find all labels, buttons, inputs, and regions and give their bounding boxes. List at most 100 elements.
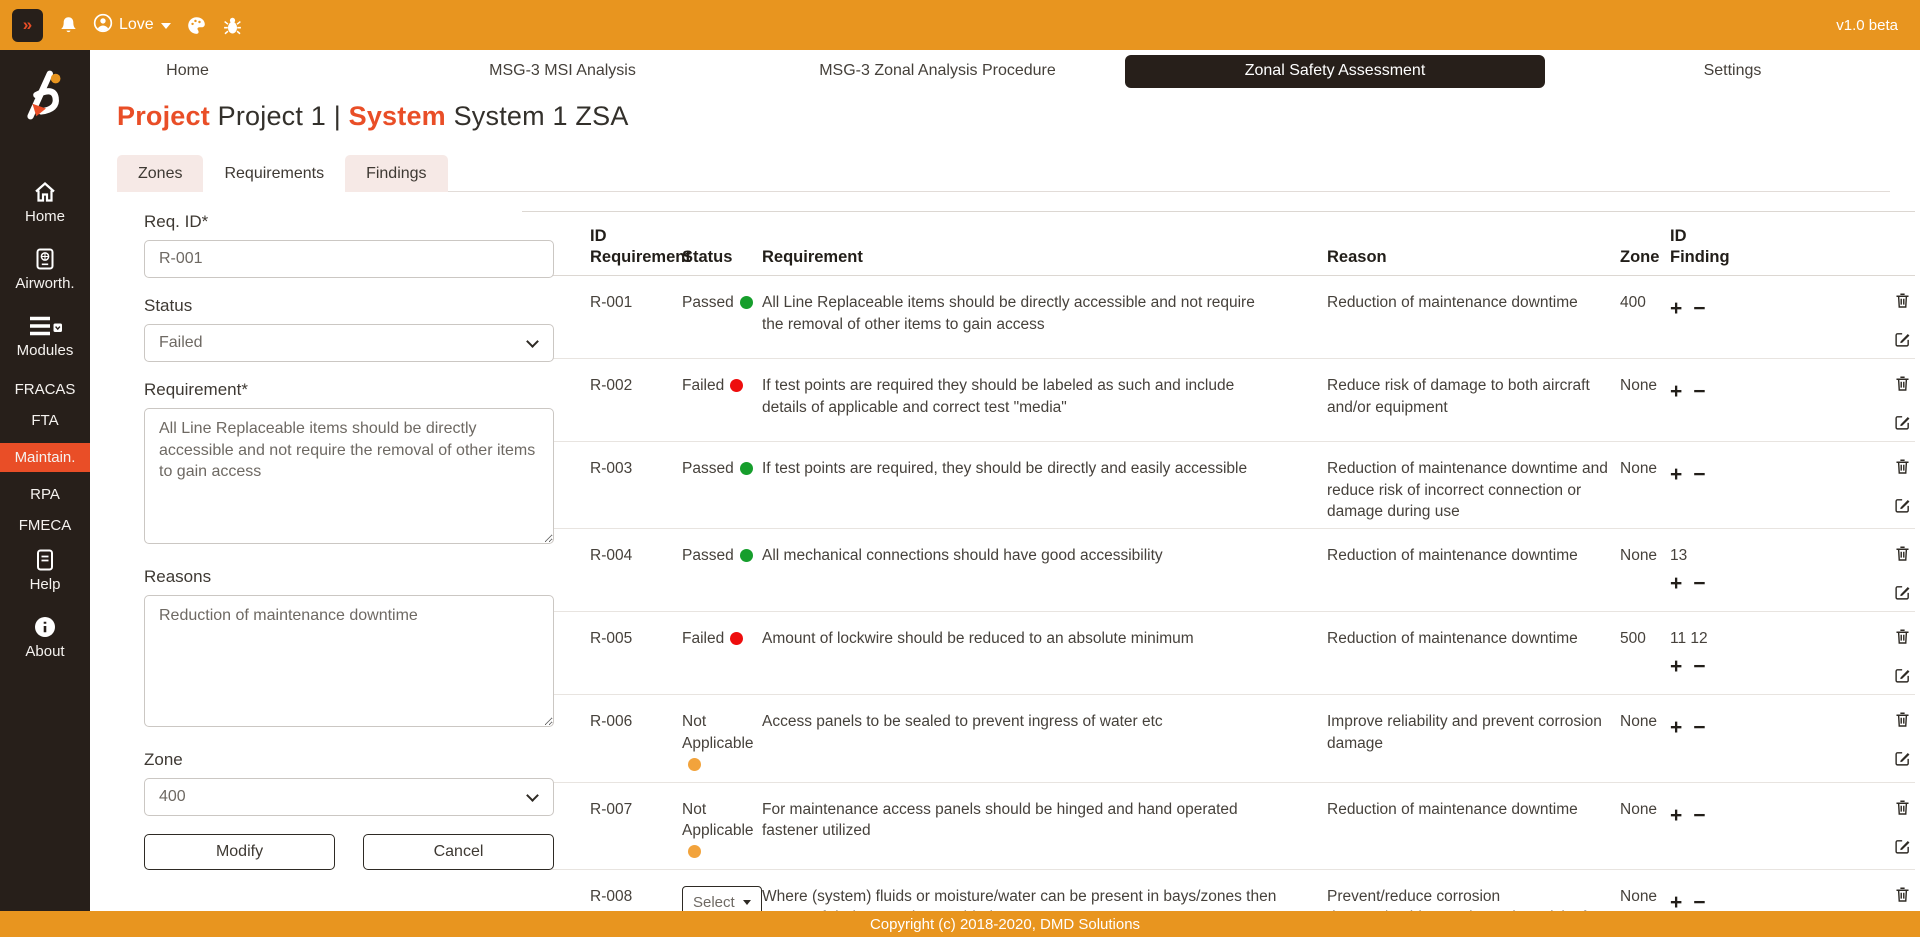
theme-palette-icon[interactable] <box>186 15 207 36</box>
edit-row-button[interactable] <box>1894 584 1911 601</box>
tab-zones[interactable]: Zones <box>117 155 204 192</box>
tab-requirements[interactable]: Requirements <box>203 155 346 192</box>
project-label: Project <box>117 101 210 131</box>
info-icon <box>35 617 55 637</box>
status-select[interactable]: Failed <box>144 324 554 362</box>
remove-finding-button[interactable]: − <box>1693 571 1706 595</box>
table-row: R-006 Not Applicable Access panels to be… <box>522 695 1915 783</box>
home-icon <box>35 182 55 202</box>
add-finding-button[interactable]: + <box>1670 380 1683 404</box>
requirement-textarea[interactable] <box>144 408 554 544</box>
cell-id: R-004 <box>590 547 633 565</box>
remove-finding-button[interactable]: − <box>1693 463 1706 487</box>
nav-item-settings[interactable]: Settings <box>1703 62 1762 79</box>
sidebar-item-fracas[interactable]: FRACAS <box>14 381 76 398</box>
table-row: R-003 Passed If test points are required… <box>522 442 1915 530</box>
title-separator: | <box>333 101 341 131</box>
remove-finding-button[interactable]: − <box>1693 716 1706 740</box>
cell-zone: 400 <box>1620 294 1646 312</box>
edit-row-button[interactable] <box>1894 331 1911 348</box>
caret-down-icon <box>160 23 171 29</box>
debug-bug-icon[interactable] <box>222 15 243 36</box>
cell-status: Passed <box>682 545 762 566</box>
edit-row-button[interactable] <box>1894 750 1911 767</box>
sidebar-item-about[interactable]: About <box>0 615 90 660</box>
cell-actions <box>1735 799 1915 855</box>
add-finding-button[interactable]: + <box>1670 890 1683 914</box>
tab-bar: Zones Requirements Findings <box>117 155 1890 192</box>
delete-row-button[interactable] <box>1894 628 1911 645</box>
nav-item-zonal-safety-assessment[interactable]: Zonal Safety Assessment <box>1125 50 1545 92</box>
add-finding-button[interactable]: + <box>1670 571 1683 595</box>
sidebar-expand-button[interactable]: » <box>12 8 43 42</box>
header-requirement: Requirement <box>762 247 863 266</box>
edit-row-button[interactable] <box>1894 838 1911 855</box>
cell-reason: Reduction of maintenance downtime <box>1327 547 1578 565</box>
add-finding-button[interactable]: + <box>1670 716 1683 740</box>
cell-zone: None <box>1620 887 1658 905</box>
add-finding-button[interactable]: + <box>1670 654 1683 678</box>
user-menu[interactable]: Love <box>93 13 171 38</box>
airworthiness-book-icon <box>36 248 54 270</box>
status-dot <box>730 379 744 393</box>
delete-row-button[interactable] <box>1894 545 1911 562</box>
tab-findings[interactable]: Findings <box>345 155 448 192</box>
cell-reason: Improve reliability and prevent corrosio… <box>1327 713 1602 752</box>
cell-id: R-003 <box>590 460 633 478</box>
table-row: R-004 Passed All mechanical connections … <box>522 529 1915 613</box>
remove-finding-button[interactable]: − <box>1693 380 1706 404</box>
main-nav: Home MSG-3 MSI Analysis MSG-3 Zonal Anal… <box>0 50 1920 92</box>
remove-finding-button[interactable]: − <box>1693 890 1706 914</box>
system-label: System <box>348 101 446 131</box>
edit-row-button[interactable] <box>1894 667 1911 684</box>
cell-actions <box>1735 375 1915 431</box>
modify-button[interactable]: Modify <box>144 834 335 870</box>
remove-finding-button[interactable]: − <box>1693 654 1706 678</box>
cell-finding: 13 + − <box>1670 545 1735 593</box>
cell-reason: Reduction of maintenance downtime <box>1327 800 1578 818</box>
remove-finding-button[interactable]: − <box>1693 297 1706 321</box>
delete-row-button[interactable] <box>1894 711 1911 728</box>
remove-finding-button[interactable]: − <box>1693 803 1706 827</box>
delete-row-button[interactable] <box>1894 292 1911 309</box>
delete-row-button[interactable] <box>1894 799 1911 816</box>
delete-row-button[interactable] <box>1894 375 1911 392</box>
sidebar-item-help[interactable]: Help <box>0 548 90 593</box>
status-label: Status <box>144 296 193 315</box>
nav-item-msg3-msi-analysis[interactable]: MSG-3 MSI Analysis <box>489 62 636 79</box>
status-dot <box>688 758 701 772</box>
delete-row-button[interactable] <box>1894 886 1911 903</box>
sidebar-item-fmeca[interactable]: FMECA <box>18 517 72 534</box>
cell-zone: None <box>1620 800 1658 818</box>
req-id-input[interactable] <box>144 240 554 278</box>
reasons-textarea[interactable] <box>144 595 554 727</box>
cell-finding: + − <box>1670 799 1735 826</box>
edit-row-button[interactable] <box>1894 414 1911 431</box>
notifications-bell-icon[interactable] <box>58 15 79 36</box>
sidebar-item-airworthiness[interactable]: Airworth. <box>0 247 90 292</box>
sidebar-item-maintain[interactable]: Maintain. <box>0 443 90 472</box>
cell-finding: + − <box>1670 886 1735 913</box>
cell-status: Not Applicable <box>682 799 762 863</box>
app-version: v1.0 beta <box>1836 16 1898 34</box>
sidebar-item-fta[interactable]: FTA <box>31 412 59 429</box>
zone-select[interactable]: 400 <box>144 778 554 816</box>
add-finding-button[interactable]: + <box>1670 803 1683 827</box>
delete-row-button[interactable] <box>1894 458 1911 475</box>
cell-status: Passed <box>682 458 762 479</box>
add-finding-button[interactable]: + <box>1670 297 1683 321</box>
add-finding-button[interactable]: + <box>1670 463 1683 487</box>
cell-requirement: If test points are required, they should… <box>762 460 1248 478</box>
cell-id: R-002 <box>590 377 633 395</box>
cell-zone: None <box>1620 460 1658 478</box>
sidebar-item-home[interactable]: Home <box>0 180 90 225</box>
cancel-button[interactable]: Cancel <box>363 834 554 870</box>
nav-item-home[interactable]: Home <box>166 62 209 79</box>
active-nav-pill[interactable]: Zonal Safety Assessment <box>1125 54 1545 88</box>
top-bar: » Love v1.0 beta <box>0 0 1920 50</box>
edit-row-button[interactable] <box>1894 497 1911 514</box>
cell-requirement: If test points are required they should … <box>762 377 1235 416</box>
sidebar-item-rpa[interactable]: RPA <box>30 486 60 503</box>
sidebar-item-modules[interactable]: Modules <box>0 314 90 359</box>
nav-item-msg3-zonal-analysis-procedure[interactable]: MSG-3 Zonal Analysis Procedure <box>819 62 1056 79</box>
